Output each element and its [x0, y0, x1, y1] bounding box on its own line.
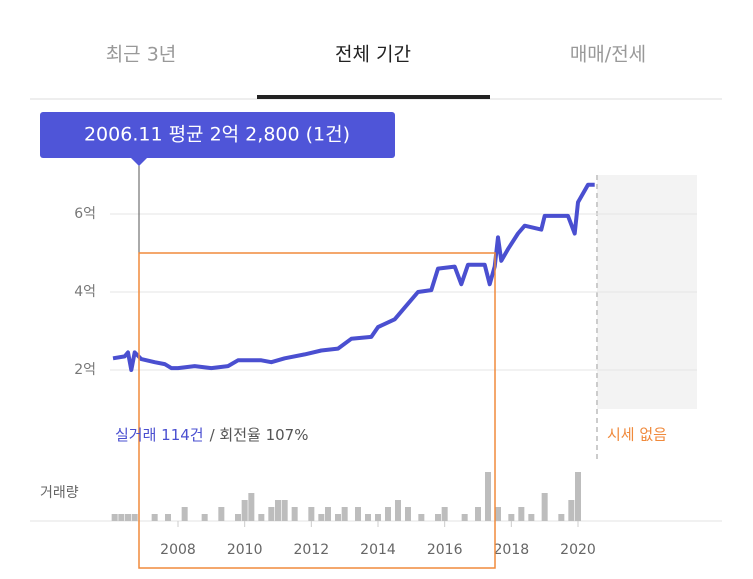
- tooltip-box: [40, 112, 395, 158]
- turnover-label: / 회전율 107%: [210, 426, 309, 444]
- volume-bar: [318, 514, 325, 521]
- volume-bar: [201, 514, 208, 521]
- volume-bar: [355, 507, 361, 521]
- tab-underline: [257, 95, 490, 99]
- x-tick-label: 2012: [294, 542, 330, 558]
- volume-bar: [118, 514, 125, 521]
- volume-bar: [395, 500, 401, 521]
- volume-bar: [248, 493, 255, 521]
- tab[interactable]: 매매/전세: [570, 44, 646, 66]
- no-price-label: 시세 없음: [607, 426, 667, 444]
- tab[interactable]: 전체 기간: [335, 44, 411, 66]
- volume-bar: [341, 507, 348, 521]
- volume-label: 거래량: [40, 485, 79, 501]
- volume-bar: [365, 514, 371, 521]
- volume-bar: [541, 493, 548, 521]
- volume-bar: [181, 507, 188, 521]
- y-tick-label: 4억: [74, 284, 96, 300]
- volume-bar: [485, 472, 491, 521]
- volume-bar: [461, 514, 468, 521]
- y-tick-label: 2억: [74, 362, 96, 378]
- volume-bar: [475, 507, 481, 521]
- volume-bar: [218, 507, 225, 521]
- volume-bar: [131, 514, 138, 521]
- y-tick-label: 6억: [74, 206, 96, 222]
- volume-bar: [418, 514, 425, 521]
- volume-bar: [325, 507, 331, 521]
- volume-bar: [235, 514, 241, 521]
- volume-bar: [241, 500, 248, 521]
- volume-bar: [151, 514, 158, 521]
- volume-bar: [275, 500, 281, 521]
- volume-bar: [575, 472, 581, 521]
- volume-bar: [111, 514, 118, 521]
- tab[interactable]: 최근 3년: [106, 44, 177, 66]
- volume-bar: [125, 514, 131, 521]
- volume-bar: [558, 514, 565, 521]
- x-tick-label: 2020: [560, 542, 596, 558]
- volume-bar: [281, 500, 288, 521]
- legend-entry: 실거래 114건: [115, 426, 204, 444]
- volume-bar: [528, 514, 535, 521]
- volume-bar: [375, 514, 381, 521]
- tooltip-text: 2006.11 평균 2억 2,800 (1건): [84, 124, 350, 146]
- volume-bar: [568, 500, 575, 521]
- selection-box[interactable]: [138, 252, 496, 569]
- volume-bar: [308, 507, 315, 521]
- x-tick-label: 2016: [427, 542, 463, 558]
- volume-bar: [291, 507, 298, 521]
- price-line: [112, 182, 595, 372]
- x-tick-label: 2014: [360, 542, 396, 558]
- volume-bar: [441, 507, 448, 521]
- volume-bar: [405, 507, 411, 521]
- x-tick-label: 2010: [227, 542, 263, 558]
- volume-bar: [495, 507, 501, 521]
- volume-bar: [385, 507, 391, 521]
- volume-bar: [435, 514, 441, 521]
- tooltip-pointer: [131, 158, 147, 166]
- volume-bar: [268, 507, 275, 521]
- x-tick-label: 2008: [160, 542, 196, 558]
- volume-bar: [518, 507, 525, 521]
- x-tick-label: 2018: [494, 542, 530, 558]
- volume-bar: [508, 514, 515, 521]
- volume-bar: [335, 514, 341, 521]
- volume-bar: [165, 514, 171, 521]
- legend: 실거래 114건 / 회전율 107%: [115, 426, 308, 444]
- volume-bar: [258, 514, 265, 521]
